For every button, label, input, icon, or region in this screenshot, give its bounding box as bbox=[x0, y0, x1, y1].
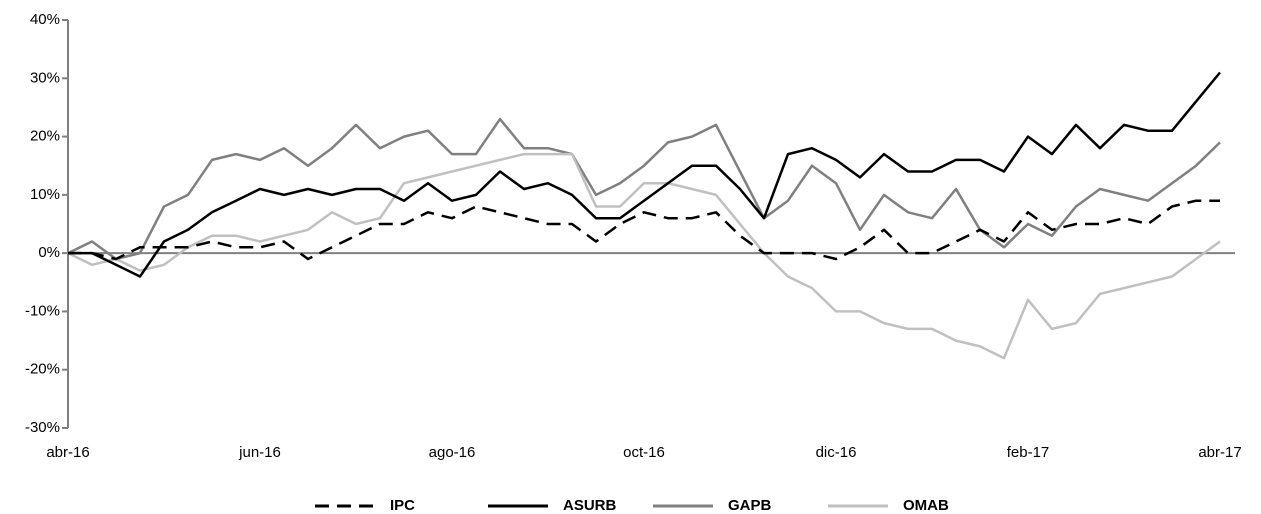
x-tick-label: oct-16 bbox=[623, 444, 665, 461]
legend-label: ASURB bbox=[563, 497, 617, 514]
y-tick-label: -10% bbox=[25, 302, 60, 319]
x-tick-label: ago-16 bbox=[429, 444, 476, 461]
series-line bbox=[67, 152, 1221, 360]
y-tick-label: 20% bbox=[30, 128, 60, 145]
y-tick-label: -20% bbox=[25, 361, 60, 378]
series-line bbox=[67, 117, 1221, 261]
series-line bbox=[68, 199, 1220, 261]
x-tick-label: abr-16 bbox=[46, 444, 89, 461]
y-tick-label: 10% bbox=[30, 186, 60, 203]
x-tick-label: feb-17 bbox=[1007, 444, 1050, 461]
y-tick-label: 30% bbox=[30, 69, 60, 86]
series-line bbox=[68, 71, 1221, 278]
y-tick-label: 40% bbox=[30, 11, 60, 28]
x-tick-label: jun-16 bbox=[238, 444, 281, 461]
legend-label: OMAB bbox=[903, 497, 949, 514]
y-tick-label: -30% bbox=[25, 419, 60, 436]
legend-label: GAPB bbox=[728, 497, 772, 514]
x-tick-label: dic-16 bbox=[816, 444, 857, 461]
x-tick-label: abr-17 bbox=[1198, 444, 1241, 461]
legend-label: IPC bbox=[390, 497, 415, 514]
y-tick-label: 0% bbox=[38, 244, 60, 261]
